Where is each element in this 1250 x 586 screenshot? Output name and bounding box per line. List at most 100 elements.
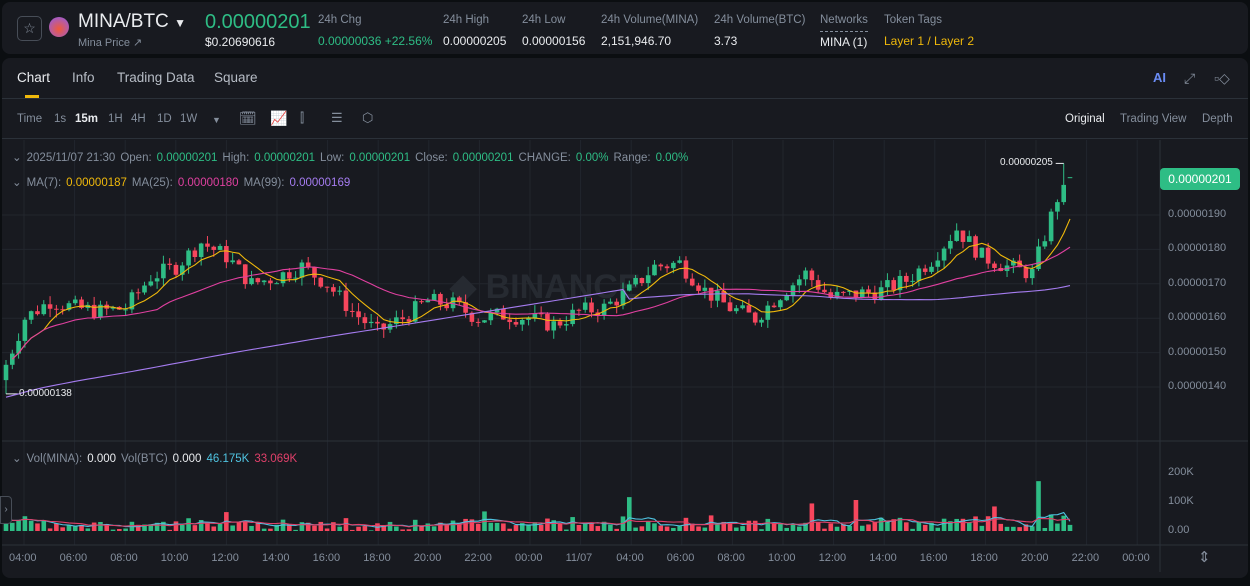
volume-bar xyxy=(469,519,475,531)
interval-4h[interactable]: 4H xyxy=(131,113,146,125)
interval-15m[interactable]: 15m xyxy=(75,113,99,125)
candle-body xyxy=(689,278,695,286)
candle-body xyxy=(1029,269,1035,279)
calendar-icon[interactable]: 🗓 xyxy=(239,110,257,126)
candle-body xyxy=(91,304,97,318)
volume-bar xyxy=(954,518,959,531)
candle-body xyxy=(664,266,670,269)
collapse-chevron-icon[interactable]: ⌄ xyxy=(12,453,22,465)
interval-1d[interactable]: 1D xyxy=(157,113,172,125)
candle-body xyxy=(538,313,544,315)
interval-1w[interactable]: 1W xyxy=(180,113,198,125)
tab-bar: Chart Info Trading Data Square AI ⤢ ▫◇ xyxy=(2,58,1248,99)
candle-body xyxy=(639,277,645,284)
candle-body xyxy=(790,285,796,296)
candle-body xyxy=(337,290,342,292)
candle-body xyxy=(891,280,897,291)
tab-square[interactable]: Square xyxy=(214,70,258,85)
favorite-star-icon[interactable]: ☆ xyxy=(17,16,42,41)
volume-bar xyxy=(22,516,28,531)
view-trading-view[interactable]: Trading View xyxy=(1120,113,1187,125)
scale-adjust-icon[interactable]: ⇕ xyxy=(1198,549,1211,566)
candle-body xyxy=(734,308,739,312)
volume-bar xyxy=(841,524,846,531)
candle-body xyxy=(985,247,991,264)
low-marker-label: 0.00000138 xyxy=(19,388,72,399)
volume-bar xyxy=(85,528,91,531)
view-depth[interactable]: Depth xyxy=(1202,113,1233,125)
binance-watermark: ◆ BINANCE xyxy=(449,268,641,306)
volume-bar xyxy=(312,525,317,531)
volume-bar xyxy=(242,520,248,531)
candle-body xyxy=(1023,267,1029,279)
expand-panel-handle[interactable]: › xyxy=(0,496,12,524)
volume-bar xyxy=(268,528,273,531)
candle-body xyxy=(469,312,475,322)
candle-body xyxy=(249,278,254,285)
price-axis-label: 0.00000180 xyxy=(1168,242,1227,255)
volume-bar xyxy=(998,523,1004,531)
volume-bar xyxy=(463,518,468,531)
ai-icon[interactable]: AI xyxy=(1153,70,1166,85)
time-axis-label: 12:00 xyxy=(818,552,847,564)
volume-bar xyxy=(922,524,928,531)
collapse-chevron-icon[interactable]: ⌄ xyxy=(12,177,22,189)
stat-networks[interactable]: Networks MINA (1) xyxy=(820,14,868,49)
interval-time[interactable]: Time xyxy=(17,113,43,125)
fullscreen-icon[interactable]: ⤢ xyxy=(1184,70,1196,86)
settings-list-icon[interactable]: ☰ xyxy=(331,110,343,125)
candle-body xyxy=(179,265,185,275)
ohlc-legend: ⌄ 2025/11/07 21:30 Open: 0.00000201 High: 0.0… xyxy=(12,152,689,164)
candle-body xyxy=(746,305,752,313)
time-axis-label: 18:00 xyxy=(363,552,391,564)
interval-1h[interactable]: 1H xyxy=(108,113,123,125)
volume-bar xyxy=(400,529,405,531)
tab-info[interactable]: Info xyxy=(72,70,95,85)
pair-selector[interactable]: MINA/BTC ▼ xyxy=(78,11,186,33)
tab-trading-data[interactable]: Trading Data xyxy=(117,70,195,85)
volume-bar xyxy=(614,528,619,531)
candle-body xyxy=(488,312,494,321)
candle-body xyxy=(293,277,298,279)
hexagon-settings-icon[interactable]: ⬡ xyxy=(362,110,374,125)
volume-bar xyxy=(217,523,223,531)
volume-bar xyxy=(866,524,871,531)
volume-bar xyxy=(1042,527,1048,531)
volume-bar xyxy=(809,503,815,531)
candle-body xyxy=(551,321,557,331)
indicator-chart-icon[interactable]: 📈 xyxy=(270,110,288,126)
candle-body xyxy=(507,319,512,323)
pair-name: MINA/BTC xyxy=(78,11,169,32)
volume-bar xyxy=(142,524,147,531)
mina-price-link[interactable]: Mina Price ↗ xyxy=(78,37,143,49)
volume-bar xyxy=(331,522,336,531)
collapse-chevron-icon[interactable]: ⌄ xyxy=(12,152,22,164)
widgets-grid-icon[interactable]: ▫◇ xyxy=(1214,70,1230,86)
view-original[interactable]: Original xyxy=(1065,113,1105,125)
volume-bar xyxy=(60,527,65,531)
volume-bar xyxy=(1055,523,1060,531)
candle-body xyxy=(135,292,141,294)
volume-bar xyxy=(1004,526,1010,531)
time-axis-label: 22:00 xyxy=(464,552,492,564)
interval-dropdown-icon[interactable]: ▼ xyxy=(212,115,221,125)
volume-bar xyxy=(457,523,462,531)
volume-bar xyxy=(664,526,670,531)
volume-bar xyxy=(179,524,185,531)
volume-bar xyxy=(652,523,657,531)
candle-body xyxy=(935,260,941,267)
interval-1s[interactable]: 1s xyxy=(54,113,67,125)
candlestick-chart[interactable]: ◆ BINANCE xyxy=(0,140,1250,586)
candle-body xyxy=(98,304,103,318)
candle-type-icon[interactable]: ⫿ xyxy=(300,110,305,125)
volume-bar xyxy=(885,520,890,531)
ma99-line xyxy=(5,285,1071,398)
stat-token-tags[interactable]: Token Tags Layer 1 / Layer 2 xyxy=(884,14,975,48)
volume-bar xyxy=(110,529,116,531)
tab-chart[interactable]: Chart xyxy=(17,70,51,85)
volume-bar xyxy=(450,520,456,531)
volume-bar xyxy=(438,522,443,531)
volume-bar xyxy=(387,521,393,531)
candle-body xyxy=(979,247,985,258)
candle-body xyxy=(236,260,242,265)
